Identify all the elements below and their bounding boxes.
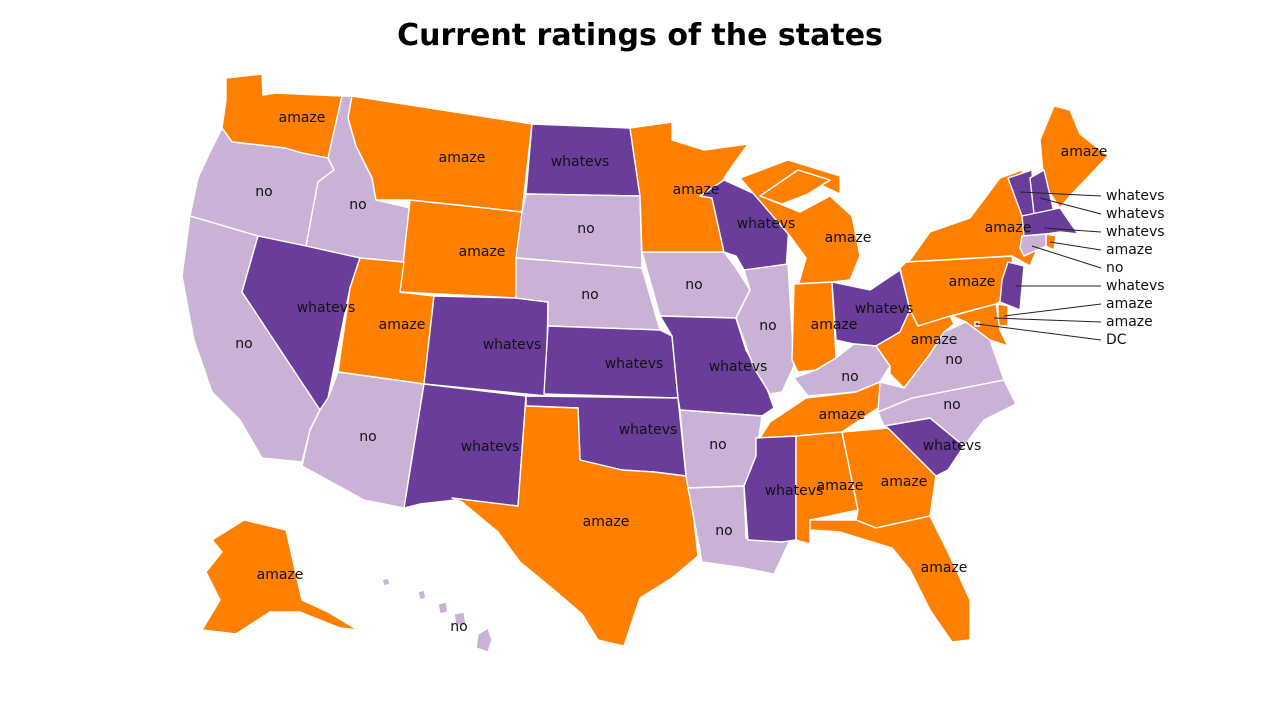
state-labels: amazenononowhatevsamazeamazeamazenowhate… — [235, 110, 1164, 635]
state-label-wv: amaze — [911, 332, 958, 348]
state-hi-part-1 — [381, 577, 391, 587]
callout-line-vt — [1019, 191, 1102, 197]
callout-lines — [976, 191, 1102, 341]
state-hi — [475, 627, 493, 653]
state-label-mt: amaze — [439, 150, 486, 166]
state-tx — [451, 395, 699, 647]
state-label-tx: amaze — [583, 514, 630, 530]
state-label-id: no — [349, 197, 366, 213]
state-mo — [659, 315, 775, 417]
state-label-mo: whatevs — [709, 359, 768, 375]
state-label-me: amaze — [1061, 144, 1108, 160]
state-label-ok: whatevs — [619, 422, 678, 438]
state-label-az: no — [359, 429, 376, 445]
state-fl — [809, 515, 971, 643]
state-label-mn: amaze — [673, 182, 720, 198]
callout-label-nh: whatevs — [1106, 206, 1165, 222]
state-label-ms: whatevs — [765, 483, 824, 499]
state-label-ny: amaze — [985, 220, 1032, 236]
state-label-va: no — [945, 352, 962, 368]
state-shapes — [181, 73, 1109, 653]
page-title: Current ratings of the states — [397, 18, 883, 53]
state-md — [951, 303, 1009, 347]
state-label-co: whatevs — [483, 337, 542, 353]
state-label-nd: whatevs — [551, 154, 610, 170]
callout-label-nj: whatevs — [1106, 278, 1165, 294]
state-nj — [999, 261, 1025, 311]
state-label-sc: whatevs — [923, 438, 982, 454]
callout-line-de — [1003, 303, 1102, 317]
state-label-mi: amaze — [825, 230, 872, 246]
state-label-ar: no — [709, 437, 726, 453]
state-nv — [241, 235, 361, 411]
state-label-wa: amaze — [279, 110, 326, 126]
callout-label-de: amaze — [1106, 296, 1153, 312]
state-hi-part-2 — [417, 589, 427, 601]
state-label-ca: no — [235, 336, 252, 352]
state-label-nm: whatevs — [461, 439, 520, 455]
state-label-pa: amaze — [949, 274, 996, 290]
callout-label-ct: no — [1106, 260, 1123, 276]
callout-line-nh — [1039, 197, 1102, 215]
state-il — [735, 263, 795, 395]
callout-line-md — [993, 317, 1102, 323]
callout-label-dc: DC — [1106, 332, 1127, 348]
state-label-fl: amaze — [921, 560, 968, 576]
state-wv — [875, 309, 955, 389]
state-label-ks: whatevs — [605, 356, 664, 372]
state-label-nc: no — [943, 397, 960, 413]
callout-label-ri: amaze — [1106, 242, 1153, 258]
state-ak — [201, 519, 359, 635]
state-label-hi: no — [450, 619, 467, 635]
state-label-tn: amaze — [819, 407, 866, 423]
state-label-ut: amaze — [379, 317, 426, 333]
state-label-la: no — [715, 523, 732, 539]
callout-line-ri — [1049, 241, 1102, 251]
callout-label-vt: whatevs — [1106, 188, 1165, 204]
state-mn — [629, 121, 749, 255]
state-label-sd: no — [577, 221, 594, 237]
state-label-ak: amaze — [257, 567, 304, 583]
state-label-ky: no — [841, 369, 858, 385]
state-label-oh: whatevs — [855, 301, 914, 317]
state-mt — [347, 95, 533, 213]
state-label-ne: no — [581, 287, 598, 303]
state-mi-part-1 — [759, 169, 831, 205]
state-label-in: amaze — [811, 317, 858, 333]
state-label-nv: whatevs — [297, 300, 356, 316]
state-label-il: no — [759, 318, 776, 334]
state-label-or: no — [255, 184, 272, 200]
callout-line-ma — [1043, 227, 1102, 233]
state-hi-part-3 — [437, 601, 449, 615]
state-label-wi: whatevs — [737, 216, 796, 232]
state-label-ia: no — [685, 277, 702, 293]
callout-line-dc — [976, 323, 1102, 341]
state-label-wy: amaze — [459, 244, 506, 260]
state-ct — [1019, 233, 1047, 257]
state-label-al: amaze — [817, 478, 864, 494]
callout-label-ma: whatevs — [1106, 224, 1165, 240]
callout-label-md: amaze — [1106, 314, 1153, 330]
state-hi-part-4 — [453, 611, 467, 627]
callout-line-ct — [1031, 245, 1102, 269]
state-label-ga: amaze — [881, 474, 928, 490]
